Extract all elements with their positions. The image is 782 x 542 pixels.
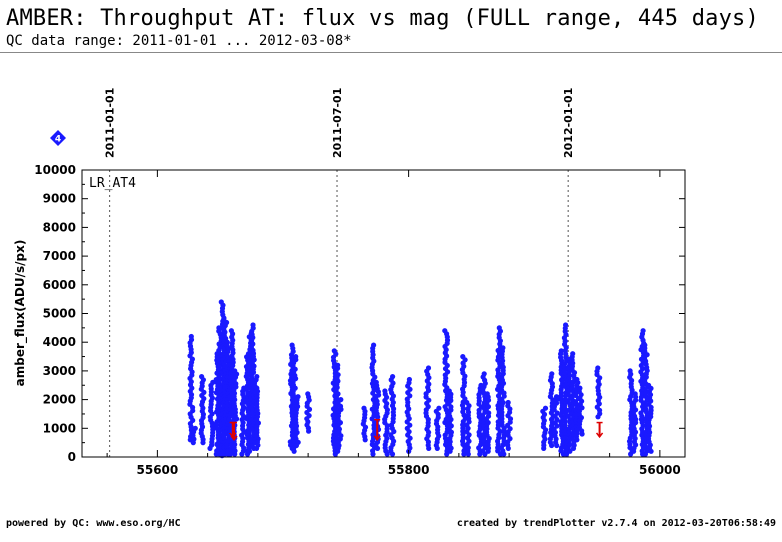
data-point bbox=[541, 445, 547, 451]
data-point bbox=[595, 414, 601, 420]
data-point bbox=[461, 451, 467, 457]
data-point bbox=[207, 445, 213, 451]
data-point bbox=[239, 451, 245, 457]
x-tick-label: 55800 bbox=[388, 463, 430, 477]
y-axis-title: amber_flux(ADU/s/px) bbox=[13, 240, 28, 387]
data-point bbox=[374, 445, 381, 451]
data-point bbox=[549, 442, 555, 449]
data-point bbox=[631, 448, 637, 454]
series-label: LR_AT4 bbox=[89, 176, 136, 191]
badge-group: 4 bbox=[50, 130, 66, 146]
data-point bbox=[232, 451, 238, 457]
badge-label: 4 bbox=[55, 135, 61, 145]
y-tick-label: 2000 bbox=[43, 393, 76, 407]
outlier-arrowhead bbox=[373, 435, 381, 442]
page-title: AMBER: Throughput AT: flux vs mag (FULL … bbox=[6, 6, 759, 31]
data-point bbox=[190, 440, 196, 446]
outlier-arrowhead bbox=[595, 432, 604, 439]
data-point bbox=[554, 442, 560, 449]
data-point bbox=[648, 448, 654, 454]
data-point bbox=[501, 451, 507, 457]
data-point bbox=[384, 451, 390, 457]
y-tick-label: 10000 bbox=[34, 163, 76, 177]
y-tick-label: 7000 bbox=[43, 249, 76, 263]
data-point bbox=[505, 445, 511, 451]
x-tick-label: 56000 bbox=[639, 463, 681, 477]
x-axis: 55600 55800 56000 bbox=[106, 170, 681, 477]
outlier-markers bbox=[229, 418, 604, 442]
y-tick-label: 8000 bbox=[43, 220, 76, 234]
data-point bbox=[362, 437, 368, 443]
data-point bbox=[567, 448, 573, 454]
y-axis: 0 1000 2000 3000 4000 5000 6000 7000 8000 9000 100… bbox=[34, 163, 685, 464]
date-markers: 2011-01-01 2011-07-01 2012-01-01 bbox=[104, 88, 575, 457]
footer-credit: powered by QC: www.eso.org/HC bbox=[6, 518, 181, 529]
date-marker-label: 2012-01-01 bbox=[562, 88, 575, 158]
outlier-arrowhead bbox=[229, 432, 237, 439]
footer-generator: created by trendPlotter v2.7.4 on 2012-0… bbox=[456, 518, 776, 529]
y-tick-label: 4000 bbox=[43, 335, 76, 349]
header-divider bbox=[0, 52, 782, 53]
y-tick-label: 5000 bbox=[43, 307, 76, 321]
data-point bbox=[579, 431, 585, 437]
data-point bbox=[293, 442, 299, 449]
data-point bbox=[254, 445, 260, 451]
data-point bbox=[246, 448, 253, 454]
data-point bbox=[335, 448, 341, 454]
data-point bbox=[570, 445, 577, 451]
y-tick-label: 3000 bbox=[43, 364, 76, 378]
data-point bbox=[642, 451, 649, 457]
data-point bbox=[434, 445, 440, 451]
data-point bbox=[426, 445, 432, 451]
y-tick-label: 0 bbox=[68, 450, 76, 464]
data-point bbox=[574, 437, 580, 443]
y-tick-label: 9000 bbox=[43, 192, 76, 206]
data-point bbox=[485, 448, 491, 454]
date-marker-label: 2011-01-01 bbox=[104, 88, 117, 158]
y-tick-label: 6000 bbox=[43, 278, 76, 292]
page-subtitle: QC data range: 2011-01-01 ... 2012-03-08… bbox=[6, 33, 352, 49]
data-point bbox=[336, 442, 342, 449]
data-point bbox=[389, 451, 396, 457]
y-tick-label: 1000 bbox=[43, 421, 76, 435]
data-point bbox=[306, 428, 312, 434]
plot-frame bbox=[81, 169, 686, 458]
data-point bbox=[465, 451, 471, 457]
data-point bbox=[447, 448, 453, 454]
data-point bbox=[370, 451, 376, 457]
data-points bbox=[187, 299, 654, 459]
data-point bbox=[391, 428, 397, 435]
x-tick-label: 55600 bbox=[137, 463, 179, 477]
data-point bbox=[291, 448, 297, 454]
date-marker-label: 2011-07-01 bbox=[331, 88, 344, 158]
data-point bbox=[200, 440, 206, 446]
badge-diamond-icon bbox=[50, 130, 66, 146]
